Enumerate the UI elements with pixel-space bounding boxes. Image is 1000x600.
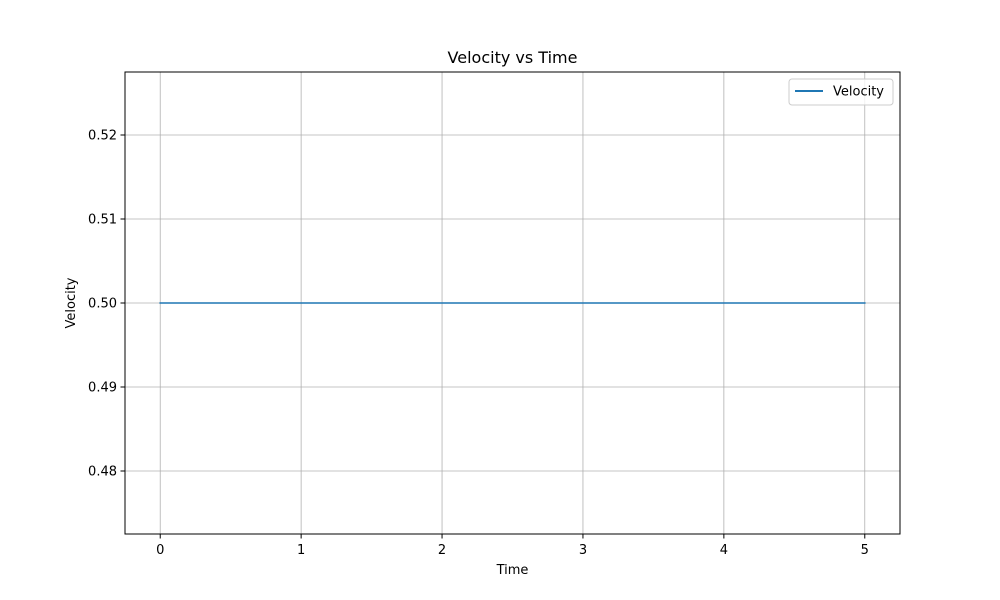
x-tick-label: 4 (720, 543, 728, 558)
ticks: 0 1 2 3 4 5 0.48 0.49 0.50 0.51 0.52 (88, 129, 869, 559)
x-tick-label: 1 (297, 543, 305, 558)
x-axis-label: Time (496, 563, 529, 578)
y-tick-label: 0.50 (88, 297, 117, 312)
y-axis-label: Velocity (64, 277, 79, 328)
x-tick-label: 2 (438, 543, 446, 558)
legend: Velocity (788, 78, 894, 106)
y-tick-label: 0.48 (88, 465, 117, 480)
x-tick-label: 5 (861, 543, 869, 558)
legend-label-velocity: Velocity (833, 85, 884, 100)
x-tick-label: 0 (156, 543, 164, 558)
y-tick-label: 0.51 (88, 213, 117, 228)
chart-title: Velocity vs Time (448, 48, 578, 67)
x-tick-label: 3 (579, 543, 587, 558)
legend-box (788, 78, 894, 106)
y-tick-label: 0.52 (88, 129, 117, 144)
y-tick-label: 0.49 (88, 381, 117, 396)
